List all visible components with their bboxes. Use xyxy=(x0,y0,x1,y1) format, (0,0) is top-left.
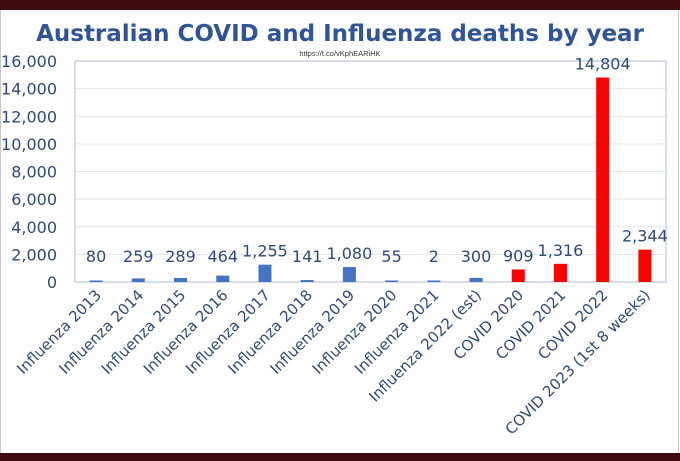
data-label: 300 xyxy=(461,247,492,266)
bar xyxy=(89,280,103,282)
chart-source-url: https://t.co/vKphEARiHK xyxy=(299,49,380,58)
bar xyxy=(511,269,525,282)
bar xyxy=(638,249,652,282)
chart-title: Australian COVID and Influenza deaths by… xyxy=(36,21,644,47)
data-label: 909 xyxy=(503,246,534,265)
y-axis: 0 2,000 4,000 6,000 8,000 10,000 12,000 14,000 1… xyxy=(1,52,57,292)
y-tick-label: 14,000 xyxy=(1,80,57,99)
data-labels: 80 259 289 464 1,255 141 1,080 55 2 300 909 1,316 14… xyxy=(86,55,668,266)
bottom-frame-band xyxy=(0,453,680,461)
y-tick-label: 12,000 xyxy=(1,107,57,126)
y-tick-label: 6,000 xyxy=(11,190,57,209)
y-tick-label: 8,000 xyxy=(11,163,57,182)
data-label: 141 xyxy=(292,247,323,266)
bar xyxy=(596,77,610,283)
bar xyxy=(385,280,399,282)
bar xyxy=(258,264,272,282)
bar xyxy=(300,280,314,282)
y-tick-label: 10,000 xyxy=(1,135,57,154)
bar xyxy=(174,278,188,282)
data-label: 289 xyxy=(165,247,196,266)
data-label: 259 xyxy=(123,247,154,266)
y-tick-label: 0 xyxy=(47,273,57,292)
data-label: 464 xyxy=(207,247,238,266)
left-frame-border xyxy=(0,10,1,453)
plot-area xyxy=(74,60,667,283)
data-label: 2,344 xyxy=(622,227,668,246)
data-label: 1,255 xyxy=(242,242,288,261)
data-label: 14,804 xyxy=(575,55,631,74)
right-frame-border xyxy=(678,10,679,453)
y-tick-label: 4,000 xyxy=(11,218,57,237)
y-tick-label: 2,000 xyxy=(11,245,57,264)
bar xyxy=(131,278,145,282)
top-frame-band xyxy=(0,0,680,10)
data-label: 1,080 xyxy=(326,244,372,263)
data-label: 2 xyxy=(429,247,439,266)
bar xyxy=(427,280,441,282)
bar xyxy=(469,277,483,282)
data-label: 55 xyxy=(381,247,401,266)
bars xyxy=(89,77,652,283)
data-label: 1,316 xyxy=(538,241,584,260)
bar xyxy=(342,267,356,282)
bar xyxy=(216,275,230,282)
bar xyxy=(553,263,567,282)
y-tick-label: 16,000 xyxy=(1,52,57,71)
data-label: 80 xyxy=(86,247,106,266)
